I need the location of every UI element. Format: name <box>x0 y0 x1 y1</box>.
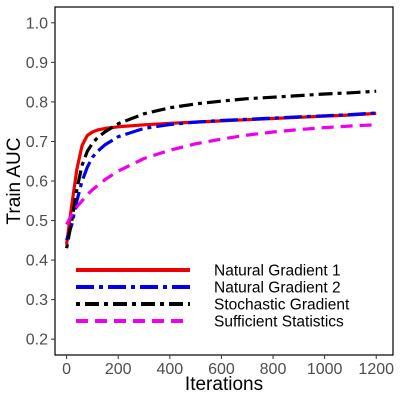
x-tick-label: 600 <box>208 361 235 378</box>
y-tick-label: 0.5 <box>26 213 48 230</box>
x-tick-label: 1000 <box>307 361 343 378</box>
legend-label-4: Sufficient Statistics <box>214 314 344 331</box>
series-line-4 <box>65 123 377 226</box>
x-tick-label: 0 <box>62 361 71 378</box>
y-tick-label: 0.6 <box>26 174 48 191</box>
x-tick-label: 200 <box>105 361 132 378</box>
x-tick-label: 400 <box>156 361 183 378</box>
y-tick-label: 0.2 <box>26 332 48 349</box>
series-line-2 <box>65 111 377 241</box>
y-tick-label: 0.9 <box>26 55 48 72</box>
y-tick-label: 1.0 <box>26 15 48 32</box>
x-tick-label: 800 <box>260 361 287 378</box>
legend-label-3: Stochastic Gradient <box>214 297 350 314</box>
series-lines <box>65 89 377 249</box>
x-tick-label: 1200 <box>358 361 394 378</box>
y-axis-title: Train AUC <box>4 138 25 225</box>
series-line-1 <box>65 111 377 245</box>
legend-label-1: Natural Gradient 1 <box>214 263 341 280</box>
y-axis: 0.2 0.3 0.4 0.5 0.6 0.7 0.8 0.9 1.0 <box>26 15 55 349</box>
x-axis: 0 200 400 600 800 1000 1200 <box>62 355 394 378</box>
series-line-3 <box>65 89 377 249</box>
y-tick-label: 0.8 <box>26 94 48 111</box>
y-tick-label: 0.4 <box>26 253 48 270</box>
x-axis-title: Iterations <box>185 374 263 395</box>
y-tick-label: 0.3 <box>26 292 48 309</box>
y-tick-label: 0.7 <box>26 134 48 151</box>
legend-label-2: Natural Gradient 2 <box>214 280 341 297</box>
plot-area <box>54 6 394 356</box>
